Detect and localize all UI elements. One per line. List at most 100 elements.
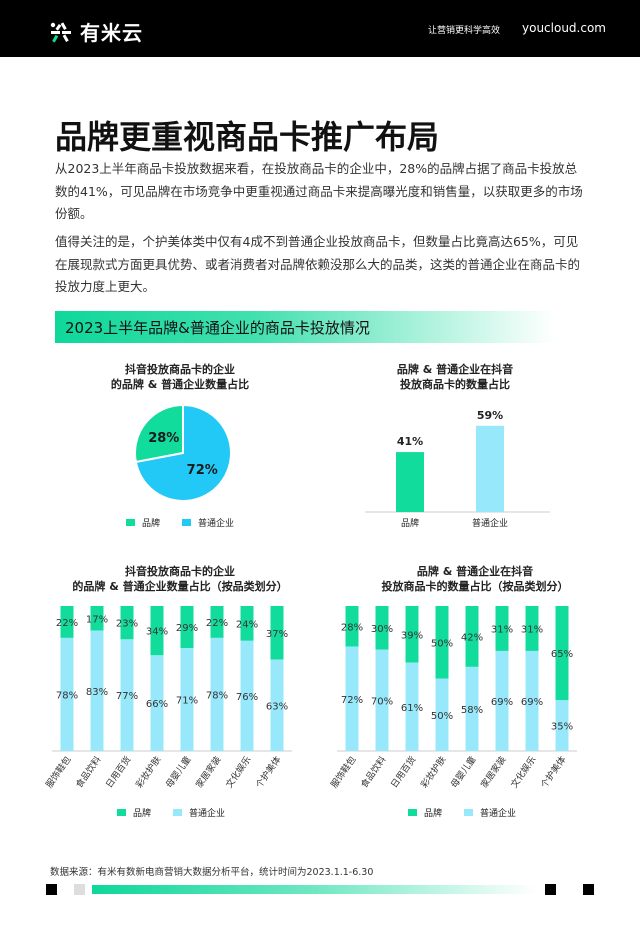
stacked-chart-right-title: 品牌 & 普通企业在抖音 投放商品卡的数量占比（按品类划分） — [330, 564, 620, 594]
pie-chart-title: 抖音投放商品卡的企业 的品牌 & 普通企业数量占比 — [100, 362, 260, 392]
category-label: 文化娱乐 — [508, 754, 538, 790]
normal-value-label: 69% — [521, 697, 543, 708]
stacked-bar-normal — [270, 659, 284, 751]
category-label: 食品饮料 — [73, 754, 103, 790]
brand-value-label: 34% — [146, 627, 168, 638]
brand-value-label: 28% — [341, 622, 363, 633]
stacked-bar-brand — [555, 606, 569, 701]
stacked-right-legend: 品牌 普通企业 — [408, 806, 516, 819]
category-label: 母婴儿童 — [163, 754, 193, 790]
category-label: 家居家装 — [478, 754, 508, 790]
intro-paragraph-1: 从2023上半年商品卡投放数据来看，在投放商品卡的企业中，28%的品牌占据了商品… — [55, 161, 583, 221]
stacked-bar-brand — [180, 606, 194, 649]
stacked-bar-normal — [120, 639, 134, 751]
pie-label: 28% — [148, 431, 179, 446]
brand-value-label: 22% — [206, 618, 228, 629]
logo-icon — [50, 21, 71, 42]
brand-value-label: 29% — [176, 623, 198, 634]
domain-link[interactable]: youcloud.com — [522, 21, 606, 35]
brand-value-label: 31% — [521, 624, 543, 635]
pie-chart: 28% 72% — [134, 403, 232, 502]
normal-value-label: 78% — [206, 690, 228, 701]
legend-label-normal: 普通企业 — [189, 809, 226, 819]
section-title: 2023上半年品牌&普通企业的商品卡投放情况 — [65, 319, 370, 337]
normal-value-label: 61% — [401, 703, 423, 714]
stacked-left-title-line1: 抖音投放商品卡的企业 — [125, 565, 235, 578]
brand-value-label: 31% — [491, 624, 513, 635]
bar-chart: 41% 品牌 59% 普通企业 — [365, 409, 550, 529]
category-label: 彩妆护肤 — [133, 754, 163, 790]
legend-label-normal: 普通企业 — [480, 809, 517, 819]
stacked-bar-brand — [210, 606, 224, 638]
stacked-bar-brand — [120, 606, 134, 640]
bar-chart-title: 品牌 & 普通企业在抖音 投放商品卡的数量占比 — [370, 362, 540, 392]
category-label: 日用百货 — [388, 754, 418, 790]
category-label: 服饰鞋包 — [43, 754, 73, 790]
brand-value-label: 39% — [401, 630, 423, 641]
intro-paragraph-2: 值得关注的是，个护美体类中仅有4成不到普通企业投放商品卡，但数量占比竟高达65%… — [55, 234, 581, 294]
brand-value-label: 30% — [371, 624, 393, 635]
normal-value-label: 63% — [266, 701, 288, 712]
normal-value-label: 83% — [86, 687, 108, 698]
brand-value-label: 17% — [86, 614, 108, 625]
stacked-bar-normal — [210, 637, 224, 751]
normal-value-label: 70% — [371, 696, 393, 707]
stacked-bar-normal — [495, 650, 509, 751]
stacked-bar-brand — [495, 606, 509, 651]
stacked-chart-left: 22% 78% 服饰鞋包 17% 83% 食品饮料 23% 77% 日用百货 34% 66% 彩妆护肤… — [43, 606, 292, 790]
top-bar: 有米云 让营销更科学高效 youcloud.com — [0, 0, 640, 57]
normal-value-label: 78% — [56, 690, 78, 701]
stacked-bar-normal — [150, 655, 164, 751]
data-source: 数据来源：有米有数新电商营销大数据分析平台，统计时间为2023.1.1-6.30 — [50, 867, 374, 878]
stacked-chart-right: 28% 72% 服饰鞋包 30% 70% 食品饮料 39% 61% 日用百货 50% 50% 彩妆护肤… — [328, 606, 577, 790]
slogan: 让营销更科学高效 — [428, 26, 501, 36]
legend-label-brand: 品牌 — [133, 809, 152, 819]
stacked-right-title-line1: 品牌 & 普通企业在抖音 — [416, 565, 534, 578]
normal-value-label: 50% — [431, 711, 453, 722]
category-label: 服饰鞋包 — [328, 754, 358, 790]
normal-value-label: 71% — [176, 696, 198, 707]
normal-value-label: 76% — [236, 692, 258, 703]
bar-category-label: 普通企业 — [472, 517, 508, 529]
stacked-bar-brand — [60, 606, 74, 638]
brand-value-label: 65% — [551, 649, 573, 660]
bar-category-label: 品牌 — [401, 517, 419, 529]
stacked-bar-brand — [270, 606, 284, 660]
stacked-bar-normal — [345, 646, 359, 751]
footer-square-left-2 — [74, 884, 85, 895]
legend-swatch-brand — [117, 809, 126, 816]
legend-swatch-normal — [464, 809, 474, 816]
brand-value-label: 24% — [236, 619, 258, 630]
brand-value-label: 42% — [461, 632, 483, 643]
legend-swatch-brand — [408, 809, 417, 816]
stacked-bar-normal — [375, 649, 389, 751]
brand-value-label: 23% — [116, 619, 138, 630]
stacked-bar-normal — [405, 662, 419, 751]
category-label: 日用百货 — [103, 754, 133, 790]
stacked-bar-brand — [435, 606, 449, 679]
bar-title-line2: 投放商品卡的数量占比 — [400, 378, 510, 391]
section-header: 2023上半年品牌&普通企业的商品卡投放情况 — [55, 311, 555, 343]
stacked-bar-brand — [240, 606, 254, 641]
brand-value-label: 22% — [56, 618, 78, 629]
footer-square-right — [545, 884, 556, 895]
stacked-bar-brand — [150, 606, 164, 656]
stacked-bar-normal — [180, 648, 194, 751]
category-label: 母婴儿童 — [448, 754, 478, 790]
pie-slice — [134, 403, 184, 464]
bar — [396, 452, 424, 512]
stacked-bar-normal — [555, 700, 569, 751]
stacked-bar-brand — [405, 606, 419, 663]
brand-name: 有米云 — [80, 21, 143, 45]
stacked-bar-normal — [240, 640, 254, 751]
category-label: 食品饮料 — [358, 754, 388, 790]
stacked-bar-normal — [60, 637, 74, 751]
stacked-chart-left-title: 抖音投放商品卡的企业 的品牌 & 普通企业数量占比（按品类划分） — [40, 564, 320, 594]
stacked-bar-normal — [435, 678, 449, 751]
legend-label-brand: 品牌 — [424, 809, 443, 819]
footer-gradient-bar — [92, 885, 537, 894]
logo: 有米云 — [48, 17, 143, 46]
stacked-bar-brand — [465, 606, 479, 667]
pie-title-line1: 抖音投放商品卡的企业 — [125, 363, 235, 376]
brand-value-label: 37% — [266, 629, 288, 640]
